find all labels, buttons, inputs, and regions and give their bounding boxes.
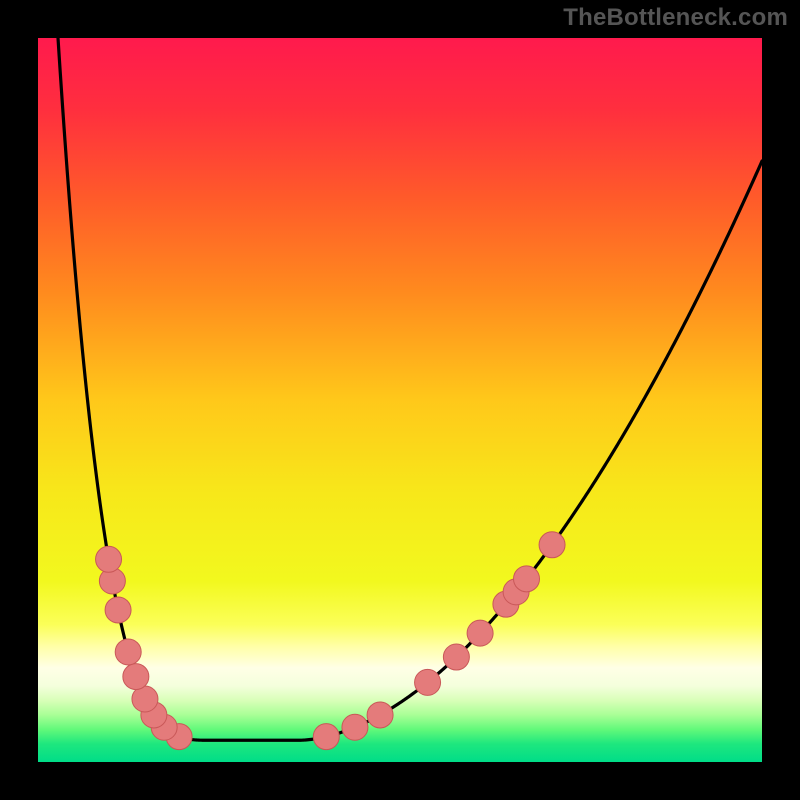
chart-frame: TheBottleneck.com xyxy=(0,0,800,800)
watermark-text: TheBottleneck.com xyxy=(563,4,788,32)
chart-svg xyxy=(38,38,762,762)
plot-area xyxy=(38,38,762,762)
